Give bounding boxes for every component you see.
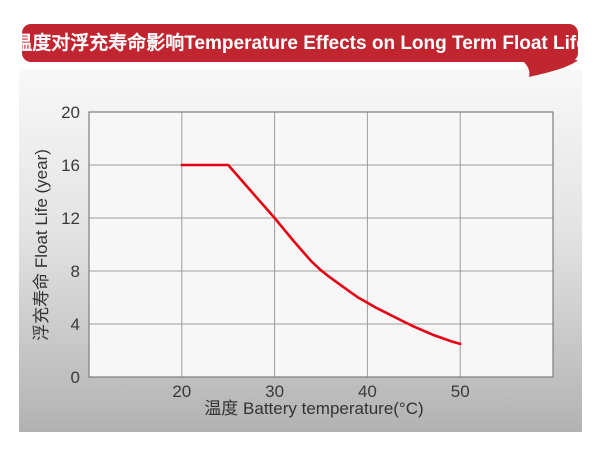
y-tick-label: 12 bbox=[61, 209, 80, 228]
banner-tail-icon bbox=[520, 58, 578, 77]
y-tick-label: 16 bbox=[61, 156, 80, 175]
x-tick-label: 40 bbox=[358, 382, 377, 401]
x-tick-label: 20 bbox=[172, 382, 191, 401]
y-tick-label: 0 bbox=[71, 368, 80, 387]
title-banner: 温度对浮充寿命影响Temperature Effects on Long Ter… bbox=[13, 24, 587, 62]
plot-border bbox=[88, 111, 554, 378]
x-tick-label: 30 bbox=[265, 382, 284, 401]
y-tick-label: 8 bbox=[71, 262, 80, 281]
x-tick-label: 50 bbox=[451, 382, 470, 401]
chart-title: 温度对浮充寿命影响Temperature Effects on Long Ter… bbox=[13, 34, 587, 53]
chart-title-zh: 温度对浮充寿命影响 bbox=[13, 32, 185, 54]
y-tick-label: 20 bbox=[61, 103, 80, 122]
chart-title-en: Temperature Effects on Long Term Float L… bbox=[184, 32, 587, 54]
plot-area bbox=[89, 112, 553, 377]
float-life-curve bbox=[180, 163, 462, 346]
x-axis-title: 温度 Battery temperature(°C) bbox=[204, 399, 423, 418]
y-axis-title: 浮充寿命 Float Life (year) bbox=[32, 149, 51, 341]
y-tick-label: 4 bbox=[71, 315, 80, 334]
